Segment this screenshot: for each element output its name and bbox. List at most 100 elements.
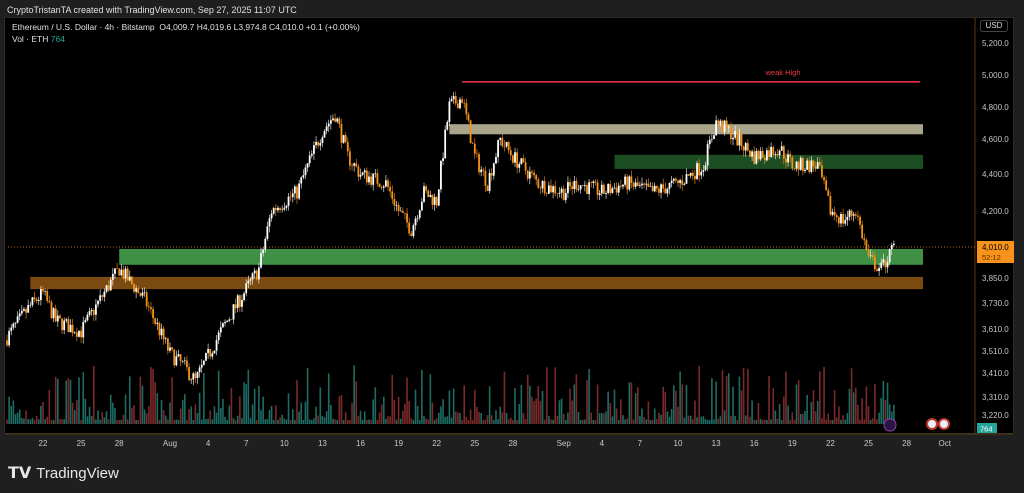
volume-bar	[664, 392, 667, 424]
candle-body	[232, 304, 235, 320]
time-tick: 19	[788, 439, 797, 448]
volume-bar	[626, 418, 628, 424]
volume-bar	[850, 368, 853, 424]
candle-body	[685, 174, 688, 184]
candle-body	[677, 180, 679, 183]
candle-body	[674, 178, 677, 181]
time-tick: 28	[508, 439, 517, 448]
candle-body	[107, 285, 110, 291]
candle-body	[332, 118, 334, 121]
volume-bar	[14, 414, 17, 424]
volume-bar	[298, 411, 300, 424]
candle-body	[700, 171, 703, 176]
volume-bar	[97, 410, 99, 424]
candle-body	[528, 171, 531, 179]
time-tick: 7	[244, 439, 249, 448]
candle-body	[33, 297, 36, 300]
candle-body	[10, 327, 13, 331]
volume-bar	[766, 419, 768, 424]
candle-body	[617, 185, 620, 193]
candle-body	[137, 288, 140, 294]
volume-bar	[505, 413, 508, 424]
candle-body	[370, 176, 372, 185]
candle-body	[560, 188, 563, 193]
candle-body	[628, 176, 631, 190]
volume-bar	[287, 393, 290, 424]
candle-body	[440, 160, 442, 190]
candle-body	[854, 214, 857, 216]
candle-body	[622, 184, 624, 187]
candle-body	[789, 154, 792, 158]
volume-bar	[109, 394, 112, 424]
volume-bar	[10, 405, 13, 424]
time-tick: 16	[356, 439, 365, 448]
volume-bar	[670, 408, 673, 424]
candle-body	[454, 96, 457, 104]
volume-bar	[8, 396, 10, 424]
candle-body	[465, 103, 468, 115]
candle-body	[653, 185, 656, 192]
volume-bar	[476, 406, 478, 424]
candle-body	[655, 185, 658, 189]
price-tick: 3,220.0	[982, 411, 1009, 420]
volume-bar	[876, 419, 878, 424]
volume-bar	[433, 419, 436, 424]
candle-body	[759, 150, 762, 160]
candle-body	[329, 120, 332, 124]
candle-body	[846, 216, 849, 221]
candle-body	[431, 194, 434, 205]
candle-body	[668, 182, 671, 189]
volume-bar	[6, 419, 8, 424]
volume-bar	[812, 390, 815, 424]
volume-bar	[67, 378, 70, 424]
candle-body	[471, 143, 474, 144]
candle-body	[827, 190, 830, 197]
candle-body	[152, 309, 154, 319]
candle-body	[484, 170, 487, 186]
candle-body	[410, 233, 413, 237]
volume-bar	[184, 394, 186, 424]
volume-bar	[438, 412, 440, 424]
candle-body	[524, 162, 527, 171]
volume-bar	[251, 404, 254, 424]
volume-bar	[689, 415, 692, 424]
candle-body	[567, 182, 569, 194]
candle-body	[774, 153, 777, 155]
candle-body	[73, 332, 76, 334]
volume-bar	[645, 419, 648, 424]
candle-body	[884, 259, 887, 268]
volume-bar	[217, 370, 220, 424]
candle-body	[291, 193, 294, 197]
currency-button[interactable]: USD	[980, 20, 1008, 32]
candle-body	[888, 249, 891, 263]
chart-frame[interactable]	[4, 17, 1014, 434]
volume-bar	[150, 366, 152, 424]
candle-body	[615, 187, 618, 193]
candle-body	[99, 295, 102, 301]
price-tick: 3,410.0	[982, 369, 1009, 378]
candle-body	[651, 186, 654, 192]
candle-body	[241, 300, 243, 307]
volume-bar	[865, 386, 868, 424]
candle-body	[374, 173, 377, 174]
volume-bar	[717, 418, 720, 424]
tradingview-logo[interactable]: 𝗧𝗩 TradingView	[8, 463, 119, 483]
volume-bar	[156, 393, 159, 424]
bar-countdown: 52:12	[982, 253, 1001, 262]
candle-body	[95, 304, 97, 315]
candle-body	[725, 120, 728, 128]
volume-bar	[99, 419, 101, 424]
volume-bar	[636, 387, 639, 424]
candle-body	[283, 207, 286, 210]
candle-body	[876, 269, 878, 272]
volume-bar	[524, 418, 527, 424]
volume-bar	[344, 412, 347, 424]
volume-bar	[21, 417, 23, 424]
volume-bar	[732, 386, 734, 424]
candle-body	[605, 193, 607, 194]
volume-bar	[768, 376, 770, 424]
price-tick: 3,850.0	[982, 274, 1009, 283]
volume-bar	[296, 380, 298, 424]
candle-body	[641, 183, 643, 186]
